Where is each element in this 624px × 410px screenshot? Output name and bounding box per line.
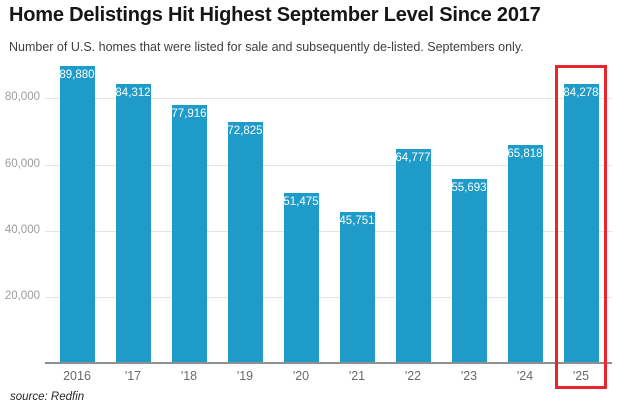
source-note: source: Redfin [10,391,85,403]
bar-value-label: 51,475 [283,195,319,208]
x-tick-label: '23 [460,369,478,383]
x-tick-label: '18 [180,369,198,383]
bar [451,178,487,363]
bar-value-label: 45,751 [339,214,375,227]
bar [395,148,431,363]
bar-value-label: 77,916 [171,108,207,121]
x-tick-label: '19 [236,369,254,383]
chart-subtitle: Number of U.S. homes that were listed fo… [9,40,524,54]
bar-value-label: 84,312 [115,87,151,100]
bar-value-label: 89,880 [59,68,95,81]
bar [115,84,151,363]
x-tick-label: '25 [572,369,590,383]
bar [507,145,543,363]
highlight-box [555,65,607,389]
bar-value-label: 55,693 [451,181,487,194]
bar-value-label: 65,818 [507,148,543,161]
gridline [45,296,612,298]
y-axis-label: 60,000 [4,157,40,170]
x-tick-label: '20 [292,369,310,383]
bar-value-label: 84,278 [563,87,599,100]
x-tick-label: '24 [516,369,534,383]
chart-title: Home Delistings Hit Highest September Le… [9,4,541,26]
y-axis-label: 20,000 [4,289,40,302]
gridline [45,230,612,232]
x-tick-label: 2016 [63,369,91,383]
bar [283,192,319,363]
x-tick-label: '22 [404,369,422,383]
bar [563,84,599,363]
bar-value-label: 72,825 [227,125,263,138]
bar [339,211,375,363]
bar [171,105,207,363]
bar-value-label: 64,777 [395,151,431,164]
bar [227,122,263,363]
x-axis-line [45,362,612,364]
y-axis-label: 40,000 [4,223,40,236]
x-tick-label: '17 [124,369,142,383]
bar [59,65,95,363]
x-tick-label: '21 [348,369,366,383]
gridline [45,164,612,166]
y-axis-label: 80,000 [4,91,40,104]
gridline [45,98,612,100]
